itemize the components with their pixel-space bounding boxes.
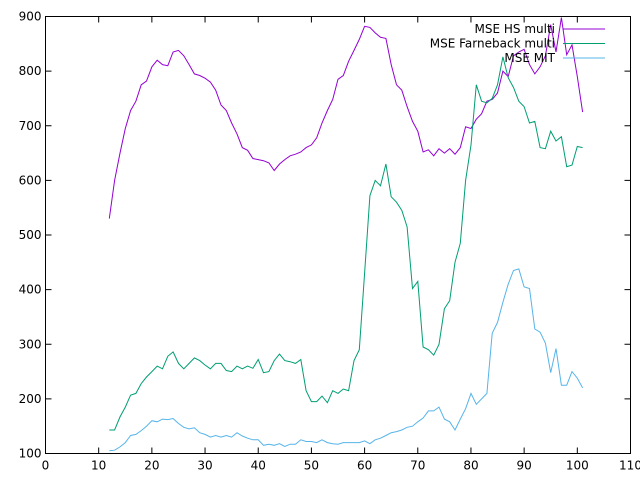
x-tick-label: 70 [410, 459, 425, 473]
x-tick-label: 40 [251, 459, 266, 473]
x-tick-label: 60 [357, 459, 372, 473]
series-line-2 [109, 268, 584, 452]
x-tick-label: 100 [566, 459, 589, 473]
x-tick-label: 90 [516, 459, 531, 473]
plot-frame [45, 16, 631, 454]
y-tick-label: 900 [19, 10, 42, 24]
y-tick-label: 800 [19, 64, 42, 78]
series-lines [108, 17, 584, 452]
legend-label: MSE MIT [504, 51, 555, 65]
y-tick-label: 200 [19, 392, 42, 406]
x-tick-label: 80 [463, 459, 478, 473]
legend-label: MSE Farneback multi [430, 37, 555, 51]
y-tick-label: 100 [19, 447, 42, 461]
y-tick-label: 500 [19, 228, 42, 242]
series-line-1 [109, 56, 583, 431]
x-tick-label: 0 [42, 459, 50, 473]
y-tick-label: 300 [19, 337, 42, 351]
legend-label: MSE HS multi [475, 22, 556, 36]
x-tick-label: 10 [91, 459, 106, 473]
axis-ticks: 0 10 20 30 40 50 60 70 80 90 100 110 100 200 300 400 500… [19, 10, 640, 473]
x-tick-label: 50 [304, 459, 319, 473]
y-tick-label: 700 [19, 119, 42, 133]
y-tick-label: 400 [19, 283, 42, 297]
y-tick-label: 600 [19, 173, 42, 187]
series-line-0 [108, 17, 584, 219]
x-tick-label: 20 [144, 459, 159, 473]
x-tick-label: 110 [619, 459, 640, 473]
x-tick-label: 30 [197, 459, 212, 473]
